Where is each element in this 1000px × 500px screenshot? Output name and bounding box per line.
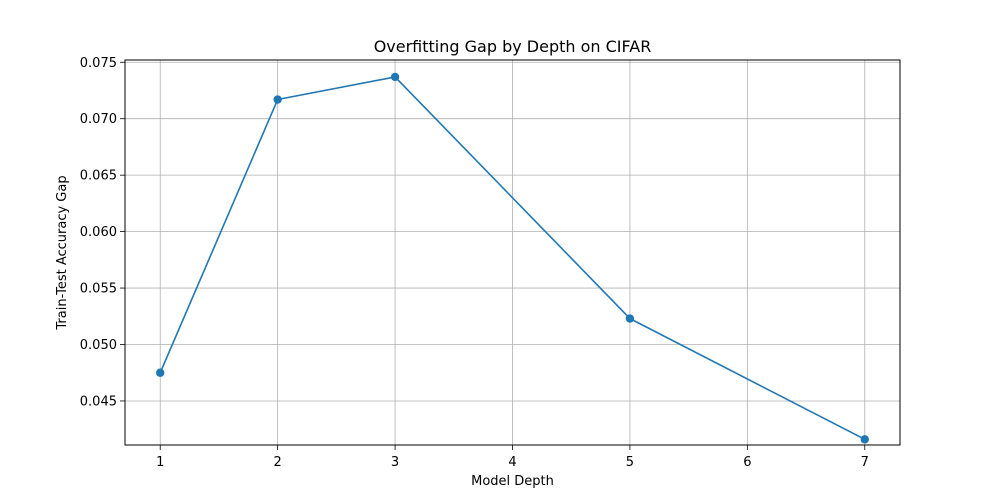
y-tick-label: 0.070 [80, 112, 117, 127]
y-axis-label: Train-Test Accuracy Gap [55, 175, 70, 330]
y-axis-ticks: 0.045 0.050 0.055 0.060 0.065 0.070 0.075 [80, 56, 125, 409]
y-tick-label: 0.060 [80, 225, 117, 240]
x-tick-label: 3 [391, 455, 399, 470]
data-point [273, 95, 282, 104]
y-tick-label: 0.065 [80, 169, 117, 184]
x-tick-label: 6 [743, 455, 751, 470]
x-axis-ticks: 1 2 3 4 5 6 7 [156, 445, 869, 470]
x-tick-label: 1 [156, 455, 164, 470]
x-tick-label: 5 [626, 455, 634, 470]
chart-title: Overfitting Gap by Depth on CIFAR [374, 37, 652, 56]
data-point [860, 435, 869, 444]
series-layer [156, 72, 869, 444]
x-tick-label: 7 [861, 455, 869, 470]
data-point [156, 368, 165, 377]
x-axis-label: Model Depth [471, 474, 554, 489]
y-tick-label: 0.050 [80, 338, 117, 353]
grid-lines [125, 60, 900, 445]
x-tick-label: 4 [508, 455, 516, 470]
x-tick-label: 2 [274, 455, 282, 470]
y-tick-label: 0.075 [80, 56, 117, 71]
y-tick-label: 0.055 [80, 282, 117, 297]
data-point [625, 314, 635, 323]
data-point [390, 72, 400, 82]
y-tick-label: 0.045 [80, 394, 117, 409]
